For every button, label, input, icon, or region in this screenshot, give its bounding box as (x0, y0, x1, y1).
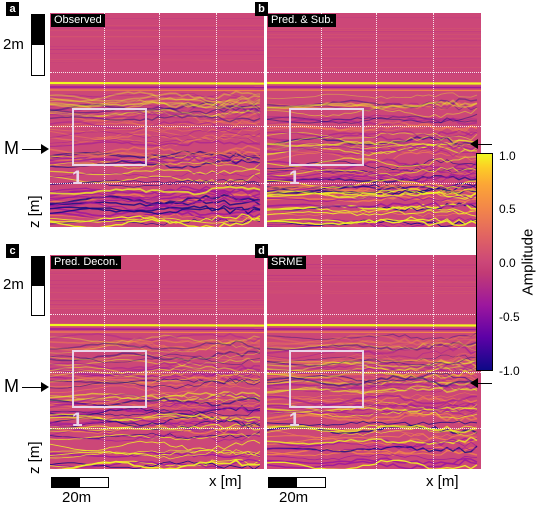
colorbar-label: Amplitude (519, 228, 537, 296)
panel-a-observed: 1 (50, 13, 264, 227)
grid-line (433, 13, 434, 227)
box-label: 1 (72, 410, 83, 431)
grid-line (104, 255, 105, 469)
marker-arrow-line (22, 149, 42, 150)
highlight-box (72, 108, 147, 166)
x-axis-label: x [m] (426, 473, 459, 490)
colorbar-tick: 1.0 (499, 149, 516, 163)
marker-arrow-line (477, 144, 492, 145)
grid-line (267, 428, 481, 429)
colorbar-tick: 0.0 (499, 256, 516, 270)
grid-line (50, 372, 264, 373)
marker-arrow-line (477, 383, 492, 384)
grid-line (216, 255, 217, 469)
grid-line (267, 126, 481, 127)
grid-line (50, 183, 264, 184)
arrow-right-icon (41, 382, 49, 392)
box-label: 1 (72, 168, 83, 189)
panel-letter: b (255, 2, 268, 16)
vertical-scale-bar (31, 256, 45, 316)
panel-title: Observed (51, 14, 105, 27)
z-axis-label: z [m] (26, 441, 43, 475)
highlight-box (289, 108, 364, 166)
colorbar-tick: -0.5 (499, 310, 520, 324)
grid-line (267, 372, 481, 373)
horizontal-scale-label: 20m (62, 489, 92, 506)
x-axis-label: x [m] (209, 473, 242, 490)
seismic-image (50, 255, 264, 469)
panel-title: Pred. & Sub. (268, 14, 337, 27)
panel-c-pred-decon: 1 (50, 255, 264, 469)
grid-line (159, 13, 160, 227)
grid-line (433, 255, 434, 469)
grid-line (321, 255, 322, 469)
vertical-scale-label: 2m (3, 276, 24, 293)
horizontal-scale-bar (51, 477, 109, 488)
marker-label: M (4, 138, 19, 158)
grid-line (50, 126, 264, 127)
panel-letter: d (255, 244, 268, 258)
arrow-right-icon (41, 144, 49, 154)
box-label: 1 (289, 168, 300, 189)
grid-line (50, 428, 264, 429)
grid-line (159, 255, 160, 469)
z-axis-label: z [m] (26, 195, 43, 229)
arrow-left-icon (470, 378, 478, 388)
marker-arrow-line (22, 387, 42, 388)
vertical-scale-bar (31, 14, 45, 76)
highlight-box (72, 350, 147, 408)
horizontal-scale-label: 20m (279, 489, 309, 506)
marker-label: M (4, 376, 19, 396)
seismic-image (50, 13, 264, 227)
vertical-scale-label: 2m (3, 36, 24, 53)
panel-d-srme: 1 (267, 255, 481, 469)
grid-line (376, 255, 377, 469)
grid-line (267, 183, 481, 184)
highlight-box (289, 350, 364, 408)
grid-line (376, 13, 377, 227)
panel-b-pred-sub: 1 (267, 13, 481, 227)
grid-line (216, 13, 217, 227)
horizontal-scale-bar (268, 477, 326, 488)
grid-line (267, 314, 481, 315)
grid-line (50, 72, 264, 73)
grid-line (50, 314, 264, 315)
colorbar-tick: 0.5 (499, 202, 516, 216)
colorbar-tick: -1.0 (499, 364, 520, 378)
arrow-left-icon (470, 139, 478, 149)
amplitude-colorbar (476, 153, 493, 371)
panel-letter: c (6, 244, 19, 258)
grid-line (321, 13, 322, 227)
grid-line (267, 72, 481, 73)
panel-title: Pred. Decon. (51, 256, 122, 269)
panel-title: SRME (268, 256, 306, 269)
grid-line (104, 13, 105, 227)
box-label: 1 (289, 410, 300, 431)
seismic-image (267, 255, 481, 469)
panel-letter: a (6, 2, 19, 16)
